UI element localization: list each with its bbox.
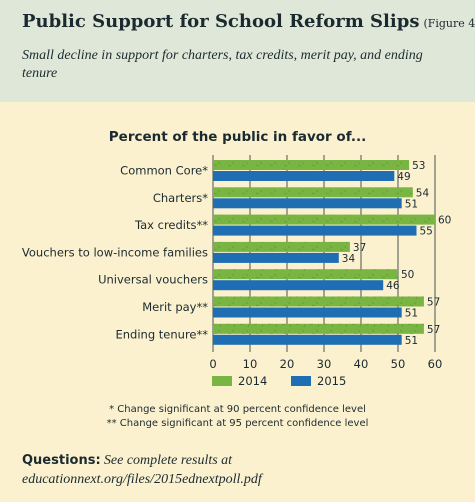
- page-title: Public Support for School Reform Slips (F…: [22, 11, 475, 32]
- bar-texture-2014: [213, 160, 410, 170]
- chart-title: Percent of the public in favor of...: [108, 129, 367, 145]
- data-label-2015: 49: [397, 171, 410, 183]
- data-label-2015: 51: [405, 198, 418, 210]
- bar-texture-2014: [213, 323, 424, 334]
- data-label-2014: 37: [353, 242, 366, 254]
- data-label-2015: 34: [342, 253, 356, 265]
- footnote-90: * Change significant at 90 percent confi…: [109, 404, 366, 415]
- bar-texture-2014: [213, 187, 413, 198]
- data-label-2015: 51: [405, 308, 418, 320]
- category-label: Universal vouchers: [98, 273, 208, 287]
- data-label-2015: 46: [386, 280, 400, 292]
- legend-swatch-2014: [212, 376, 232, 386]
- category-label: Merit pay**: [142, 300, 208, 314]
- x-tick-label-0: 0: [209, 357, 216, 371]
- x-tick-label-40: 40: [354, 357, 369, 371]
- x-tick-label-10: 10: [243, 357, 258, 371]
- data-label-2015: 55: [420, 226, 433, 238]
- bar-2015: [213, 334, 402, 345]
- footnote-95: ** Change significant at 95 percent conf…: [106, 418, 369, 429]
- data-label-2015: 51: [405, 335, 418, 347]
- figure-label: (Figure 4): [423, 17, 475, 30]
- bar-2015: [213, 225, 417, 236]
- bar-texture-2014: [213, 296, 424, 307]
- legend-label-2015: 2015: [317, 374, 347, 388]
- bar-2015: [213, 171, 395, 181]
- category-label: Common Core*: [120, 164, 208, 178]
- x-tick-label-50: 50: [391, 357, 406, 371]
- data-label-2014: 50: [401, 269, 414, 281]
- x-tick-label-30: 30: [317, 357, 332, 371]
- questions-text: See complete results at: [103, 453, 233, 468]
- bar-texture-2014: [213, 241, 350, 252]
- legend-swatch-2015: [291, 376, 311, 386]
- x-tick-label-60: 60: [428, 357, 443, 371]
- bar-2015: [213, 252, 339, 263]
- data-label-2014: 57: [427, 324, 440, 336]
- category-label: Charters*: [153, 191, 208, 205]
- questions-link: educationnext.org/files/2015ednextpoll.p…: [22, 472, 262, 487]
- bar-texture-2014: [213, 214, 435, 225]
- footnotes: * Change significant at 90 percent confi…: [0, 403, 475, 431]
- bar-2015: [213, 280, 384, 291]
- bar-texture-2014: [213, 269, 398, 280]
- data-label-2014: 60: [438, 215, 451, 227]
- data-label-2014: 53: [412, 160, 425, 172]
- legend-label-2014: 2014: [238, 374, 268, 388]
- questions-note: Questions: See complete results at educa…: [22, 451, 462, 489]
- category-label: Vouchers to low-income families: [22, 245, 208, 259]
- data-label-2014: 54: [416, 187, 430, 199]
- legend-item-2014: 2014: [212, 374, 267, 388]
- questions-label: Questions:: [22, 453, 101, 468]
- bar-2015: [213, 307, 402, 318]
- legend-item-2015: 2015: [291, 374, 346, 388]
- bar-2015: [213, 198, 402, 209]
- category-label: Tax credits**: [134, 218, 208, 232]
- data-label-2014: 57: [427, 297, 440, 309]
- x-tick-label-20: 20: [280, 357, 295, 371]
- category-label: Ending tenure**: [115, 327, 208, 341]
- page-subtitle: Small decline in support for charters, t…: [22, 48, 423, 81]
- header-band: Public Support for School Reform Slips (F…: [0, 0, 475, 102]
